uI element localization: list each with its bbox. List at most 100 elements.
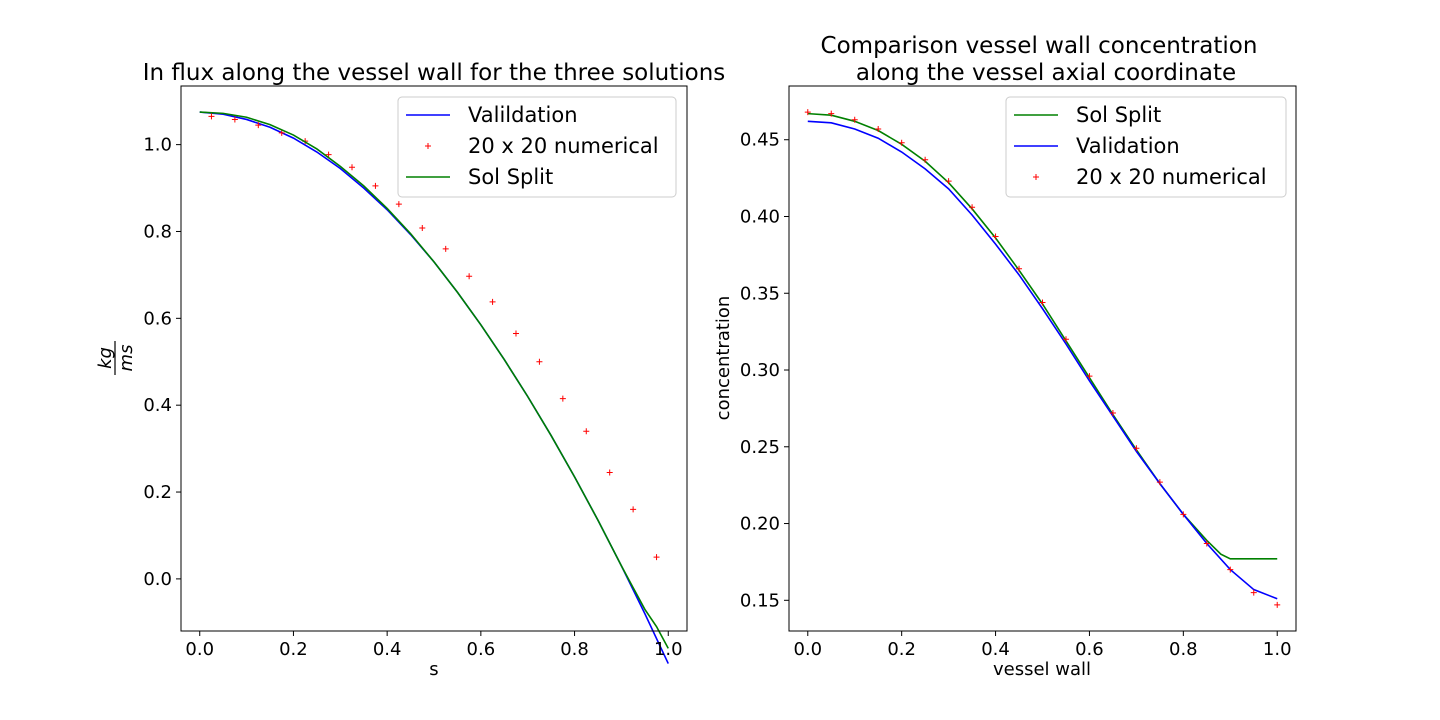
series-line-sol-split (199, 111, 669, 649)
data-point (1274, 601, 1281, 608)
concentration-x-ticks: 0.0 0.2 0.4 0.6 0.8 1.0 (793, 631, 1292, 660)
data-point (1133, 445, 1140, 452)
data-point (875, 125, 882, 132)
x-tick-label: 0.6 (467, 639, 496, 660)
data-point (325, 151, 332, 158)
data-point (559, 395, 566, 402)
flux-series-layer (199, 111, 669, 664)
x-tick-label: 0.0 (793, 639, 822, 660)
concentration-chart-title-line2: along the vessel axial coordinate (856, 60, 1236, 86)
flux-y-label-denominator: ms (116, 345, 137, 372)
data-point (419, 225, 426, 232)
x-tick-label: 0.8 (1169, 639, 1198, 660)
x-tick-label: 1.0 (654, 639, 683, 660)
concentration-y-ticks: 0.15 0.20 0.25 0.30 0.35 0.40 0.45 (740, 130, 789, 611)
flux-plot-frame (180, 85, 688, 632)
data-point (1109, 410, 1116, 416)
legend-label-sol-split: Sol Split (1076, 103, 1161, 127)
data-point (1156, 479, 1163, 486)
y-tick-label: 0.30 (740, 360, 780, 381)
data-point (945, 178, 952, 185)
concentration-y-axis-label: concentration (713, 296, 734, 421)
concentration-chart-title-line1: Comparison vessel wall concentration (821, 33, 1258, 59)
flux-chart: In flux along the vessel wall for the th… (95, 60, 725, 680)
y-tick-label: 0.35 (740, 283, 780, 304)
y-tick-label: 1.0 (143, 135, 172, 156)
legend-swatch-20-x-20-numerical (425, 143, 431, 149)
flux-y-label-numerator: kg (95, 347, 116, 369)
y-tick-label: 0.15 (740, 590, 780, 611)
data-point (489, 298, 496, 305)
x-tick-label: 0.2 (279, 639, 308, 660)
flux-y-ticks: 0.0 0.2 0.4 0.6 0.8 1.0 (143, 135, 181, 590)
x-tick-label: 0.0 (185, 639, 214, 660)
data-point (512, 330, 519, 337)
y-tick-label: 0.8 (143, 221, 172, 242)
data-point (466, 273, 473, 280)
legend-label-valildation: Valildation (468, 103, 578, 127)
data-point (630, 506, 637, 513)
data-point (255, 122, 262, 129)
y-tick-label: 0.0 (143, 569, 172, 590)
data-point (583, 428, 590, 435)
flux-chart-title: In flux along the vessel wall for the th… (143, 60, 726, 86)
data-point (1016, 265, 1023, 272)
y-tick-label: 0.45 (740, 130, 780, 151)
data-point (231, 116, 238, 123)
data-point (395, 201, 402, 208)
data-point (1250, 589, 1257, 596)
y-tick-label: 0.2 (143, 482, 172, 503)
data-point (372, 182, 379, 189)
series-markers-20-x-20-numerical (804, 109, 1281, 608)
concentration-series-layer (804, 109, 1281, 608)
data-point (606, 469, 613, 476)
data-point (1086, 373, 1093, 380)
legend-frame (397, 96, 677, 198)
x-tick-label: 0.8 (560, 639, 589, 660)
data-point (851, 116, 858, 123)
data-point (969, 204, 976, 211)
data-point (922, 156, 929, 163)
legend-label-validation: Validation (1076, 134, 1180, 158)
y-tick-label: 0.40 (740, 206, 780, 227)
data-point (898, 139, 905, 146)
data-point (208, 113, 215, 120)
legend-frame (1005, 96, 1287, 198)
x-tick-label: 0.4 (981, 639, 1010, 660)
flux-y-axis-label: kg ms (95, 341, 137, 375)
data-point (278, 129, 285, 136)
data-point (1039, 299, 1046, 306)
y-tick-label: 0.6 (143, 308, 172, 329)
data-point (1227, 566, 1234, 573)
x-tick-label: 1.0 (1263, 639, 1292, 660)
series-line-validation (807, 120, 1278, 600)
y-tick-label: 0.4 (143, 395, 172, 416)
y-tick-label: 0.20 (740, 514, 780, 535)
flux-x-ticks: 0.0 0.2 0.4 0.6 0.8 1.0 (185, 631, 683, 660)
x-tick-label: 0.2 (887, 639, 916, 660)
data-point (804, 109, 811, 116)
concentration-x-axis-label: vessel wall (993, 659, 1091, 680)
data-point (536, 358, 543, 365)
legend-swatch-20-x-20-numerical (1033, 174, 1039, 180)
data-point (1062, 336, 1069, 343)
legend-label-20-x-20-numerical: 20 x 20 numerical (1076, 165, 1267, 189)
data-point (828, 110, 835, 117)
data-point (1180, 511, 1187, 518)
legend-label-sol-split: Sol Split (468, 165, 553, 189)
y-tick-label: 0.25 (740, 437, 780, 458)
data-point (442, 245, 449, 252)
data-point (349, 164, 356, 171)
concentration-chart: Comparison vessel wall concentration alo… (713, 33, 1297, 680)
concentration-plot-frame (788, 85, 1297, 632)
series-markers-20-x-20-numerical (208, 113, 660, 561)
legend-label-20-x-20-numerical: 20 x 20 numerical (468, 134, 659, 158)
data-point (653, 554, 660, 561)
data-point (1203, 540, 1210, 547)
flux-legend: Valildation 20 x 20 numerical Sol Split (397, 96, 677, 198)
x-tick-label: 0.4 (373, 639, 402, 660)
concentration-legend: Sol Split Validation 20 x 20 numerical (1005, 96, 1287, 198)
data-point (992, 233, 999, 240)
flux-x-axis-label: s (429, 659, 438, 680)
